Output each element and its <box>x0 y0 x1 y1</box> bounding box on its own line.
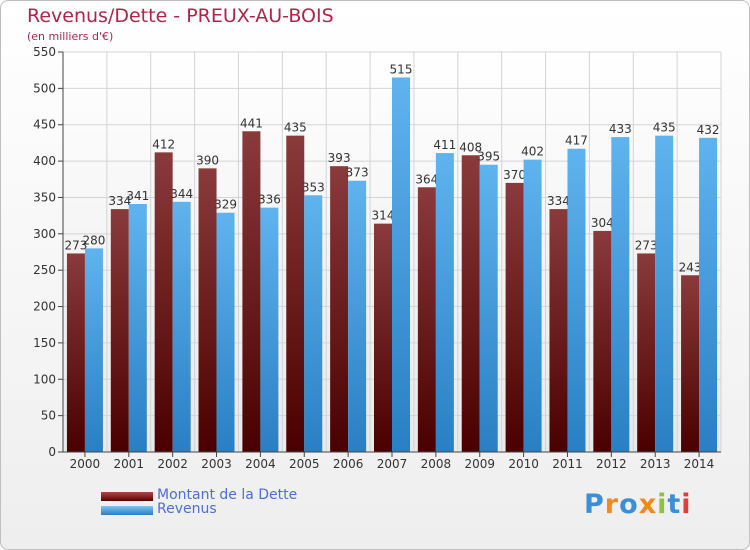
x-tick-label: 2008 <box>421 457 452 471</box>
bar-dette <box>417 187 436 453</box>
data-label-revenus: 395 <box>477 150 500 164</box>
x-tick-label: 2012 <box>596 457 627 471</box>
data-label-dette: 304 <box>591 216 614 230</box>
bar-revenus <box>172 201 191 452</box>
bar-dette <box>330 166 349 452</box>
bar-revenus <box>435 153 454 452</box>
data-label-revenus: 432 <box>697 123 720 137</box>
y-tick-label: 150 <box>33 336 56 350</box>
bar-revenus <box>128 204 147 452</box>
data-label-revenus: 435 <box>653 121 676 135</box>
data-label-revenus: 336 <box>258 193 281 207</box>
bar-dette <box>637 253 656 452</box>
bar-revenus <box>216 212 235 452</box>
data-label-dette: 390 <box>196 153 219 167</box>
x-tick-label: 2009 <box>464 457 495 471</box>
data-label-revenus: 280 <box>82 233 105 247</box>
bar-revenus <box>567 148 586 452</box>
bar-dette <box>374 223 392 452</box>
bar-dette <box>593 230 612 452</box>
legend-swatch-dette <box>101 492 153 501</box>
bar-dette <box>154 152 173 452</box>
y-tick-label: 550 <box>33 45 56 59</box>
x-tick-label: 2002 <box>157 457 188 471</box>
x-tick-label: 2005 <box>289 457 320 471</box>
data-label-dette: 441 <box>240 116 263 130</box>
y-tick-label: 500 <box>33 81 56 95</box>
legend-swatch-revenus <box>101 506 153 515</box>
bar-revenus <box>84 248 103 452</box>
data-label-dette: 243 <box>679 260 702 274</box>
data-label-revenus: 353 <box>302 180 325 194</box>
data-label-dette: 314 <box>372 209 395 223</box>
data-label-dette: 364 <box>415 172 438 186</box>
data-label-revenus: 515 <box>390 62 413 76</box>
y-tick-label: 250 <box>33 263 56 277</box>
chart-title: Revenus/Dette - PREUX-AU-BOIS <box>27 5 334 27</box>
data-label-revenus: 433 <box>609 122 632 136</box>
bar-dette <box>549 209 568 452</box>
data-label-dette: 393 <box>328 151 351 165</box>
y-tick-label: 350 <box>33 190 56 204</box>
data-label-revenus: 402 <box>521 145 544 159</box>
x-tick-label: 2007 <box>377 457 408 471</box>
bar-revenus <box>479 164 498 452</box>
x-tick-label: 2000 <box>70 457 101 471</box>
bar-revenus <box>348 180 367 452</box>
chart-subtitle: (en milliers d'€) <box>27 30 114 43</box>
data-label-dette: 273 <box>64 238 87 252</box>
bar-revenus <box>304 195 323 453</box>
bar-dette <box>505 182 524 452</box>
y-tick-label: 200 <box>33 300 56 314</box>
data-label-revenus: 373 <box>346 166 369 180</box>
bar-dette <box>461 155 480 453</box>
bar-revenus <box>523 159 542 453</box>
data-label-revenus: 344 <box>170 187 193 201</box>
data-label-dette: 435 <box>284 121 307 135</box>
bar-revenus <box>699 137 718 452</box>
bar-dette <box>681 275 700 452</box>
bar-dette <box>286 135 305 453</box>
y-tick-label: 0 <box>48 445 56 459</box>
y-tick-label: 300 <box>33 227 56 241</box>
proxiti-logo: Proxiti <box>584 489 692 520</box>
data-label-dette: 370 <box>503 168 526 182</box>
y-tick-label: 450 <box>33 118 56 132</box>
x-tick-label: 2013 <box>640 457 671 471</box>
y-tick-label: 400 <box>33 154 56 168</box>
bar-revenus <box>260 207 279 452</box>
y-tick-label: 50 <box>41 409 56 423</box>
bar-revenus <box>392 77 410 453</box>
x-tick-label: 2001 <box>114 457 145 471</box>
x-tick-label: 2004 <box>245 457 276 471</box>
x-tick-label: 2014 <box>684 457 715 471</box>
data-label-dette: 273 <box>635 238 658 252</box>
x-tick-label: 2010 <box>508 457 539 471</box>
data-label-revenus: 411 <box>433 138 456 152</box>
legend-label-revenus: Revenus <box>157 501 217 517</box>
bar-revenus <box>655 135 674 453</box>
data-label-dette: 408 <box>459 140 482 154</box>
bar-dette <box>66 253 85 452</box>
data-label-revenus: 417 <box>565 134 588 148</box>
bar-dette <box>242 131 261 453</box>
data-label-dette: 334 <box>108 194 131 208</box>
data-label-revenus: 329 <box>214 198 237 212</box>
x-tick-label: 2011 <box>552 457 583 471</box>
bar-dette <box>110 209 129 452</box>
data-label-dette: 334 <box>547 194 570 208</box>
y-tick-label: 100 <box>33 372 56 386</box>
bar-revenus <box>611 137 630 452</box>
data-label-revenus: 341 <box>126 189 149 203</box>
x-tick-label: 2006 <box>333 457 364 471</box>
data-label-dette: 412 <box>152 137 175 151</box>
bar-dette <box>198 168 217 452</box>
legend-label-dette: Montant de la Dette <box>157 487 298 503</box>
x-tick-label: 2003 <box>201 457 232 471</box>
